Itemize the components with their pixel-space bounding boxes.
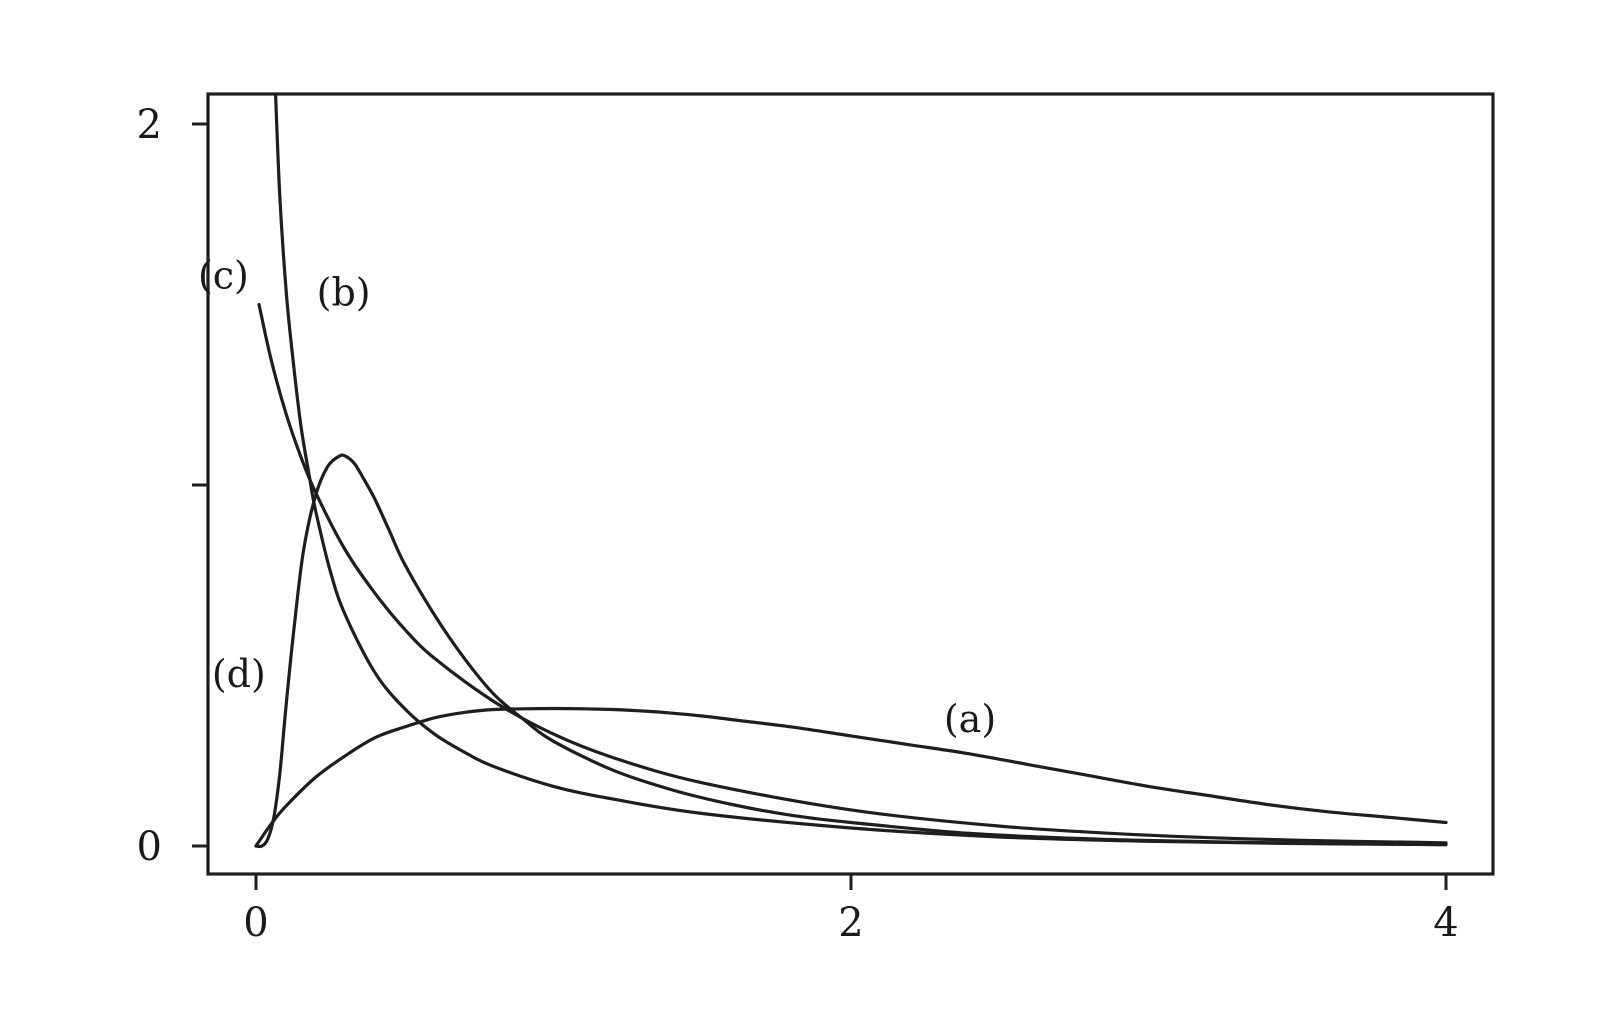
series-line-b bbox=[274, 94, 1448, 847]
x-tick-label: 2 bbox=[838, 900, 863, 946]
y-axis: 02 bbox=[137, 102, 208, 870]
series-label-a: (a) bbox=[944, 697, 996, 741]
x-tick-label: 4 bbox=[1433, 900, 1458, 946]
series-lines bbox=[254, 94, 1448, 849]
x-axis: 0 2 4 bbox=[243, 874, 1459, 946]
series-line-a bbox=[254, 706, 1448, 848]
series-label-d: (d) bbox=[212, 652, 266, 696]
series-line-d bbox=[254, 453, 1448, 849]
series-line-c bbox=[257, 302, 1448, 845]
y-tick-label: 2 bbox=[137, 102, 162, 148]
plot-frame bbox=[206, 92, 1495, 876]
x-tick-label: 0 bbox=[243, 900, 268, 946]
y-tick-label: 0 bbox=[137, 824, 162, 870]
series-labels: (a) (b) (c) (d) bbox=[198, 254, 996, 741]
series-label-b: (b) bbox=[317, 271, 371, 315]
series-label-c: (c) bbox=[198, 254, 249, 298]
